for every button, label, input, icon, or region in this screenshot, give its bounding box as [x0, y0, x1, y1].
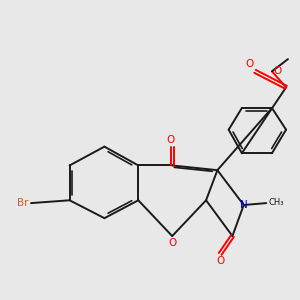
Text: CH₃: CH₃ — [269, 198, 284, 207]
Text: O: O — [168, 238, 176, 248]
Text: N: N — [240, 200, 248, 210]
Text: O: O — [167, 135, 175, 145]
Text: O: O — [245, 59, 253, 69]
Text: O: O — [216, 256, 224, 266]
Text: Br: Br — [17, 198, 28, 208]
Text: O: O — [273, 66, 282, 76]
